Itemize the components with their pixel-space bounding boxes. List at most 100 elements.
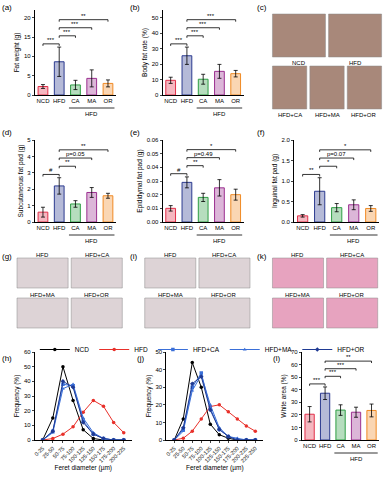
svg-text:HFD+MA: HFD+MA <box>30 292 55 298</box>
svg-text:0: 0 <box>27 219 31 225</box>
svg-text:(k): (k) <box>257 252 267 261</box>
svg-text:0.00: 0.00 <box>147 219 159 225</box>
svg-text:***: *** <box>313 377 321 383</box>
svg-text:10: 10 <box>24 422 31 428</box>
svg-text:***: *** <box>329 369 337 375</box>
svg-text:HFD+MA: HFD+MA <box>265 346 293 353</box>
svg-text:0.0: 0.0 <box>282 219 291 225</box>
svg-text:HFD+MA: HFD+MA <box>158 292 183 298</box>
svg-text:HFD+OR: HFD+OR <box>339 292 365 298</box>
svg-text:Inguinal fat pad (g): Inguinal fat pad (g) <box>271 154 279 208</box>
svg-text:MA: MA <box>87 98 96 104</box>
svg-text:NCD: NCD <box>75 346 89 353</box>
svg-text:HFD: HFD <box>349 60 362 66</box>
svg-text:HFD+CA: HFD+CA <box>278 112 302 118</box>
svg-text:70: 70 <box>291 349 298 355</box>
svg-text:#: # <box>49 167 53 173</box>
svg-text:Epididymal fat pad (g): Epididymal fat pad (g) <box>136 149 144 212</box>
svg-text:HFD+OR: HFD+OR <box>337 346 364 353</box>
svg-text:***: *** <box>337 362 345 368</box>
svg-text:0.04: 0.04 <box>147 164 159 170</box>
svg-text:HFD: HFD <box>213 111 226 117</box>
svg-text:HFD: HFD <box>213 238 226 244</box>
svg-text:p=0.05: p=0.05 <box>66 151 85 157</box>
svg-text:MA: MA <box>87 225 96 231</box>
svg-text:NCD: NCD <box>296 225 310 231</box>
svg-text:OR: OR <box>367 443 377 449</box>
svg-text:***: *** <box>47 37 55 43</box>
svg-text:CA: CA <box>199 98 207 104</box>
svg-text:(d): (d) <box>2 128 12 137</box>
svg-text:150-175: 150-175 <box>88 445 107 464</box>
svg-text:CA: CA <box>333 225 341 231</box>
svg-text:0-25: 0-25 <box>165 445 177 457</box>
svg-text:150-175: 150-175 <box>212 445 231 464</box>
svg-text:10: 10 <box>24 53 31 59</box>
svg-text:HFD: HFD <box>85 238 98 244</box>
svg-text:***: *** <box>191 29 199 35</box>
svg-text:Feret diameter (µm): Feret diameter (µm) <box>186 464 244 472</box>
svg-text:30: 30 <box>152 46 159 52</box>
svg-text:40: 40 <box>152 30 159 36</box>
svg-text:0: 0 <box>294 437 298 443</box>
svg-text:NCD: NCD <box>164 98 178 104</box>
svg-text:NCD: NCD <box>164 225 178 231</box>
svg-text:HFD+MA: HFD+MA <box>315 112 340 118</box>
svg-text:OR: OR <box>103 225 113 231</box>
svg-text:(i): (i) <box>130 252 137 261</box>
svg-text:HFD: HFD <box>85 111 98 117</box>
svg-text:NCD: NCD <box>36 98 50 104</box>
svg-text:NCD: NCD <box>292 60 306 66</box>
svg-text:(e): (e) <box>130 128 140 137</box>
svg-text:Frequency (%): Frequency (%) <box>13 375 21 418</box>
svg-text:Subcutaneous fat pad (g): Subcutaneous fat pad (g) <box>17 145 25 218</box>
svg-text:200-225: 200-225 <box>230 445 249 464</box>
svg-text:2.0: 2.0 <box>282 137 291 143</box>
svg-text:20: 20 <box>24 15 31 21</box>
svg-text:225-250: 225-250 <box>239 445 258 464</box>
svg-text:NCD: NCD <box>303 443 317 449</box>
svg-text:50: 50 <box>152 15 159 21</box>
svg-text:HFD+OR: HFD+OR <box>211 292 237 298</box>
svg-text:MA: MA <box>349 225 358 231</box>
svg-text:HFD+OR: HFD+OR <box>84 292 110 298</box>
svg-text:HFD+CA: HFD+CA <box>85 252 109 258</box>
svg-text:HFD: HFD <box>313 225 326 231</box>
svg-text:CA: CA <box>71 225 79 231</box>
svg-text:25-50: 25-50 <box>41 445 55 459</box>
svg-text:20: 20 <box>152 61 159 67</box>
svg-text:HFD: HFD <box>53 98 66 104</box>
svg-text:0: 0 <box>27 92 31 98</box>
svg-text:0.01: 0.01 <box>147 205 159 211</box>
svg-text:40: 40 <box>24 378 31 384</box>
svg-text:#: # <box>177 167 181 173</box>
svg-text:(l): (l) <box>273 354 280 363</box>
svg-text:***: *** <box>71 21 79 27</box>
svg-text:50-75: 50-75 <box>181 445 195 459</box>
svg-text:0.03: 0.03 <box>147 178 159 184</box>
svg-text:60: 60 <box>24 349 31 355</box>
svg-text:(g): (g) <box>2 252 12 261</box>
svg-text:0.5: 0.5 <box>282 199 291 205</box>
svg-text:*: * <box>210 143 213 149</box>
svg-text:p=0.49: p=0.49 <box>194 151 213 157</box>
svg-text:White area (%): White area (%) <box>280 374 288 417</box>
svg-text:10: 10 <box>152 77 159 83</box>
svg-text:5: 5 <box>27 73 31 79</box>
svg-text:30: 30 <box>156 384 163 390</box>
svg-text:100-125: 100-125 <box>194 445 213 464</box>
svg-text:(j): (j) <box>137 354 144 363</box>
svg-text:2: 2 <box>27 186 31 192</box>
svg-text:30: 30 <box>291 399 298 405</box>
svg-text:0.06: 0.06 <box>147 137 159 143</box>
svg-text:10: 10 <box>291 425 298 431</box>
svg-text:60: 60 <box>291 362 298 368</box>
svg-text:HFD+CA: HFD+CA <box>212 252 236 258</box>
svg-text:20: 20 <box>156 402 163 408</box>
svg-text:HFD: HFD <box>36 252 49 258</box>
svg-text:*: * <box>344 143 347 149</box>
svg-text:75-100: 75-100 <box>188 445 204 461</box>
svg-text:HFD: HFD <box>181 98 194 104</box>
svg-text:3: 3 <box>27 170 31 176</box>
svg-text:CA: CA <box>199 225 207 231</box>
